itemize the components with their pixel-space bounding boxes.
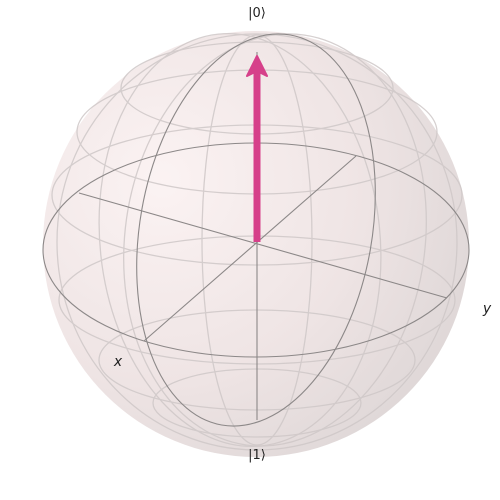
- ket-one-label: |1⟩: [248, 448, 266, 463]
- y-axis-line: [78, 192, 448, 299]
- meridian-ring: [136, 33, 376, 427]
- longitude-ring: [201, 34, 313, 446]
- longitude-ring: [56, 33, 458, 451]
- x-axis-label: x: [113, 354, 123, 370]
- ket-zero-label: |0⟩: [248, 6, 266, 21]
- y-axis-label: y: [482, 301, 492, 317]
- x-axis-line: [143, 155, 357, 342]
- longitude-ring: [123, 33, 427, 447]
- state-vector-arrowhead: [246, 55, 268, 77]
- state-vector: [246, 55, 268, 242]
